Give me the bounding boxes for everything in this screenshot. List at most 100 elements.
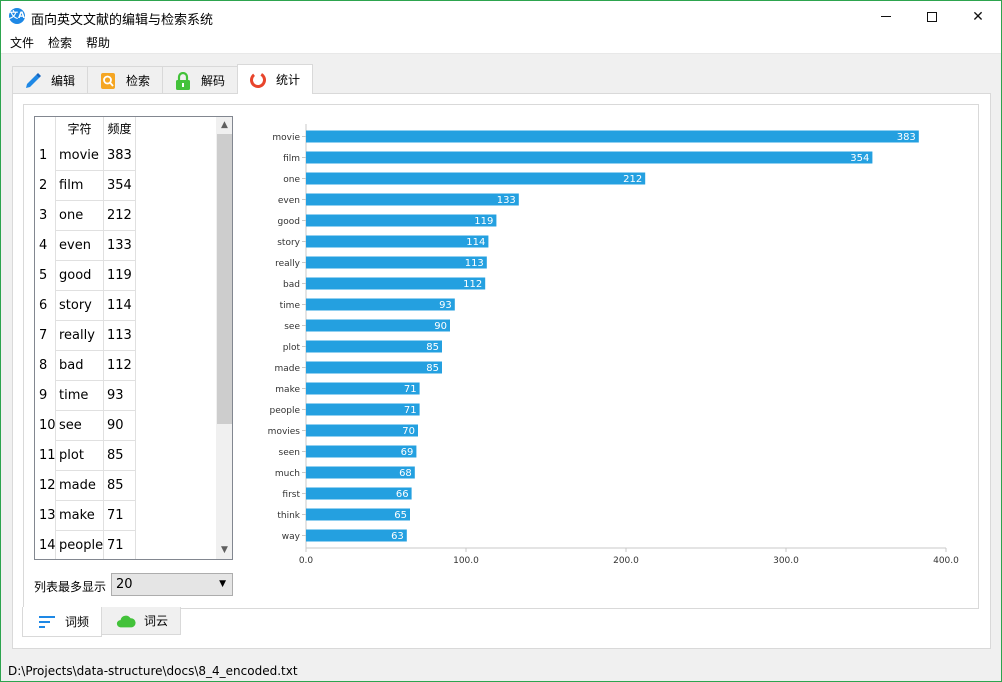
bar [306,235,489,248]
row-freq: 133 [104,231,136,261]
bar-value-label: 65 [394,510,407,521]
bar [306,298,455,311]
table-row[interactable]: 6 story 114 [35,291,217,321]
lock-icon [173,71,193,91]
bar [306,214,497,227]
close-icon: ✕ [972,8,984,25]
row-word: time [56,381,104,411]
bars-icon [37,612,57,632]
table-row[interactable]: 14 people 71 [35,531,217,559]
row-word: even [56,231,104,261]
row-index: 1 [35,141,56,171]
table-row[interactable]: 9 time 93 [35,381,217,411]
frequency-table[interactable]: 字符 频度 1 movie 383 2 film 354 3 one 212 4 even 133 5 g… [34,116,233,560]
table-row[interactable]: 5 good 119 [35,261,217,291]
tab-search[interactable]: 检索 [87,66,164,94]
bar [306,445,417,458]
bar-value-label: 119 [474,216,493,227]
tab-edit[interactable]: 编辑 [12,66,89,94]
table-row[interactable]: 4 even 133 [35,231,217,261]
cloud-icon [116,611,136,631]
bar-value-label: 70 [402,426,415,437]
bar [306,508,410,521]
y-tick-label: plot [283,343,301,353]
limit-select[interactable]: 20 ▼ [111,573,233,596]
y-tick-label: seen [279,448,300,458]
row-index: 7 [35,321,56,351]
y-tick-label: movies [268,427,301,437]
limit-label: 列表最多显示 [34,580,107,594]
table-row[interactable]: 2 film 354 [35,171,217,201]
bar [306,256,487,269]
table-row[interactable]: 7 really 113 [35,321,217,351]
row-freq: 114 [104,291,136,321]
row-index: 11 [35,441,56,471]
bar-value-label: 354 [850,153,869,164]
table-row[interactable]: 11 plot 85 [35,441,217,471]
maximize-button[interactable] [909,1,955,32]
x-tick-label: 0.0 [299,556,314,566]
bar-value-label: 85 [426,363,439,374]
y-tick-label: make [275,385,300,395]
header-freq[interactable]: 频度 [104,117,136,141]
y-tick-label: film [283,154,300,164]
table-row[interactable]: 13 make 71 [35,501,217,531]
row-index: 6 [35,291,56,321]
bar-value-label: 113 [465,258,484,269]
table-row[interactable]: 10 see 90 [35,411,217,441]
row-index: 9 [35,381,56,411]
row-word: good [56,261,104,291]
row-word: bad [56,351,104,381]
table-row[interactable]: 12 made 85 [35,471,217,501]
close-button[interactable]: ✕ [955,1,1001,32]
y-tick-label: story [277,238,300,248]
tab-decode-label: 解码 [201,74,226,88]
row-index: 12 [35,471,56,501]
row-index: 3 [35,201,56,231]
minimize-button[interactable] [863,1,909,32]
scroll-thumb[interactable] [217,134,232,424]
row-index: 10 [35,411,56,441]
bar [306,319,450,332]
menu-bar: 文件 检索 帮助 [1,32,1001,54]
window-title: 面向英文文献的编辑与检索系统 [31,13,214,28]
row-index: 4 [35,231,56,261]
row-index: 5 [35,261,56,291]
limit-value: 20 [116,577,133,592]
menu-help[interactable]: 帮助 [86,35,111,50]
chevron-up-icon[interactable]: ▲ [221,120,228,130]
row-index: 2 [35,171,56,201]
menu-search[interactable]: 检索 [48,35,73,50]
table-row[interactable]: 8 bad 112 [35,351,217,381]
x-tick-label: 200.0 [613,556,639,566]
pencil-icon [23,71,43,91]
menu-file[interactable]: 文件 [10,35,35,50]
main-tabs: 编辑 检索 解码 统计 [12,64,314,94]
tab-stats[interactable]: 统计 [237,64,314,94]
header-word[interactable]: 字符 [56,117,104,141]
bar-value-label: 112 [463,279,482,290]
dropdown-arrow-icon: ▼ [219,579,226,589]
table-scrollbar[interactable]: ▲ ▼ [216,117,232,559]
tab-word-cloud[interactable]: 词云 [101,607,182,635]
bar [306,151,873,164]
translate-app-icon: 文A [9,8,25,24]
bar-value-label: 114 [466,237,485,248]
y-tick-label: see [284,322,300,332]
bar-value-label: 85 [426,342,439,353]
row-word: story [56,291,104,321]
row-index: 13 [35,501,56,531]
bar-value-label: 90 [434,321,447,332]
tab-word-frequency[interactable]: 词频 [22,607,103,637]
chevron-down-icon[interactable]: ▼ [221,545,228,555]
title-bar: 文A 面向英文文献的编辑与检索系统 ✕ [1,1,1001,32]
row-index: 14 [35,531,56,559]
bar [306,361,442,374]
bar [306,403,420,416]
ring-chart-icon [248,70,268,90]
bar-value-label: 71 [404,384,417,395]
table-row[interactable]: 3 one 212 [35,201,217,231]
tab-decode[interactable]: 解码 [162,66,239,94]
table-row[interactable]: 1 movie 383 [35,141,217,171]
bar-value-label: 383 [897,132,916,143]
